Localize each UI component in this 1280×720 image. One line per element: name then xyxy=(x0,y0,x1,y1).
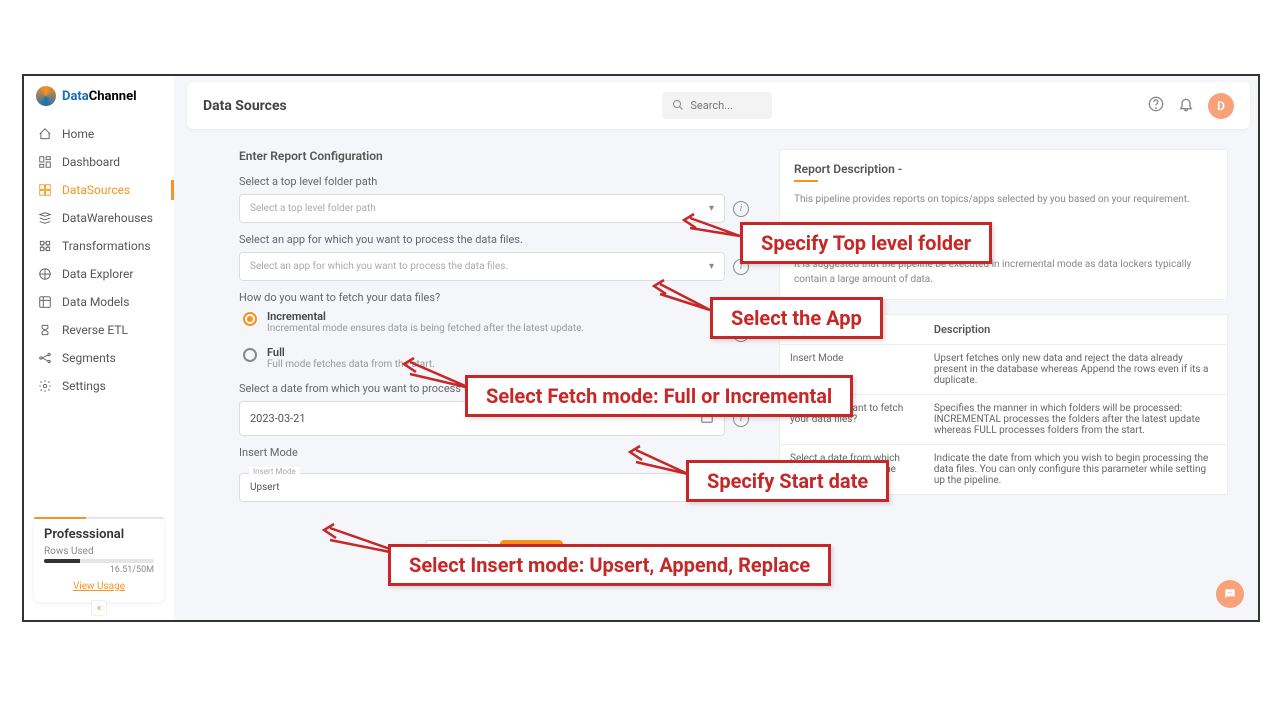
callout-folder: Specify Top level folder xyxy=(740,222,992,264)
insert-mode-select[interactable]: Upsert ▾ xyxy=(239,473,725,502)
chat-bubble-icon[interactable] xyxy=(1216,580,1244,608)
callout-insert: Select Insert mode: Upsert, Append, Repl… xyxy=(388,544,831,586)
nav-label: Data Explorer xyxy=(62,267,134,281)
nav: Home Dashboard DataSources DataWarehouses Tr… xyxy=(24,116,174,404)
callout-fetch: Select Fetch mode: Full or Incremental xyxy=(465,375,853,417)
callout-app: Select the App xyxy=(710,297,883,339)
plan-bar xyxy=(44,559,154,563)
plan-box: Professsional Rows Used 16.51/50M View U… xyxy=(34,517,164,602)
main: Data Sources D Enter Report Configuratio… xyxy=(179,76,1258,620)
logo-text: DataChannel xyxy=(62,89,137,104)
sidebar-item-dashboard[interactable]: Dashboard xyxy=(24,148,174,176)
nav-icon xyxy=(38,155,52,169)
nav-label: Home xyxy=(62,127,94,141)
nav-icon xyxy=(38,183,52,197)
page-title: Data Sources xyxy=(203,98,287,114)
search-box[interactable] xyxy=(662,92,772,119)
nav-label: Transformations xyxy=(62,239,151,253)
sidebar-item-datasources[interactable]: DataSources xyxy=(24,176,174,204)
callout-date: Specify Start date xyxy=(686,460,889,502)
nav-icon xyxy=(38,267,52,281)
collapse-sidebar-button[interactable]: « xyxy=(91,600,107,616)
fetch-label: How do you want to fetch your data files… xyxy=(239,291,749,304)
section-title: Enter Report Configuration xyxy=(239,149,749,163)
search-icon xyxy=(672,96,684,115)
avatar[interactable]: D xyxy=(1208,93,1234,119)
logo[interactable]: DataChannel xyxy=(24,76,174,116)
nav-label: Data Models xyxy=(62,295,129,309)
nav-icon xyxy=(38,127,52,141)
search-input[interactable] xyxy=(690,99,762,112)
nav-label: Segments xyxy=(62,351,116,365)
nav-icon xyxy=(38,323,52,337)
app-frame: DataChannel Home Dashboard DataSources Data… xyxy=(22,74,1260,622)
sidebar-item-segments[interactable]: Segments xyxy=(24,344,174,372)
logo-icon xyxy=(36,86,56,106)
chevron-down-icon: ▾ xyxy=(709,261,714,272)
nav-icon xyxy=(38,211,52,225)
sidebar-item-reverse-etl[interactable]: Reverse ETL xyxy=(24,316,174,344)
view-usage-link[interactable]: View Usage xyxy=(44,581,154,592)
chevron-down-icon: ▾ xyxy=(709,203,714,214)
sidebar-item-transformations[interactable]: Transformations xyxy=(24,232,174,260)
col-description: Description xyxy=(924,315,1228,345)
bell-icon[interactable] xyxy=(1178,96,1194,116)
sidebar-item-datawarehouses[interactable]: DataWarehouses xyxy=(24,204,174,232)
radio-icon xyxy=(243,312,257,326)
insert-label: Insert Mode xyxy=(239,446,749,459)
sidebar-item-settings[interactable]: Settings xyxy=(24,372,174,400)
info-icon[interactable]: i xyxy=(733,201,749,217)
sidebar-item-home[interactable]: Home xyxy=(24,120,174,148)
nav-icon xyxy=(38,379,52,393)
folder-select[interactable]: Select a top level folder path ▾ xyxy=(239,194,725,223)
nav-label: Reverse ETL xyxy=(62,323,128,337)
help-icon[interactable] xyxy=(1148,96,1164,116)
sidebar-item-data-models[interactable]: Data Models xyxy=(24,288,174,316)
nav-icon xyxy=(38,295,52,309)
app-label: Select an app for which you want to proc… xyxy=(239,233,749,246)
folder-label: Select a top level folder path xyxy=(239,175,749,188)
nav-label: Settings xyxy=(62,379,106,393)
fetch-option-full[interactable]: FullFull mode fetches data from the star… xyxy=(243,346,749,370)
desc-text-1: This pipeline provides reports on topics… xyxy=(794,192,1213,207)
nav-icon xyxy=(38,239,52,253)
desc-title: Report Description - xyxy=(794,162,1213,182)
nav-label: Dashboard xyxy=(62,155,120,169)
plan-name: Professsional xyxy=(44,527,154,542)
plan-usage: 16.51/50M xyxy=(44,565,154,575)
app-select[interactable]: Select an app for which you want to proc… xyxy=(239,252,725,281)
sidebar: DataChannel Home Dashboard DataSources Data… xyxy=(24,76,174,620)
nav-label: DataWarehouses xyxy=(62,211,153,225)
sidebar-item-data-explorer[interactable]: Data Explorer xyxy=(24,260,174,288)
nav-icon xyxy=(38,351,52,365)
nav-label: DataSources xyxy=(62,183,130,197)
radio-icon xyxy=(243,348,257,362)
header-bar: Data Sources D xyxy=(187,82,1250,129)
plan-rows-label: Rows Used xyxy=(44,546,154,557)
